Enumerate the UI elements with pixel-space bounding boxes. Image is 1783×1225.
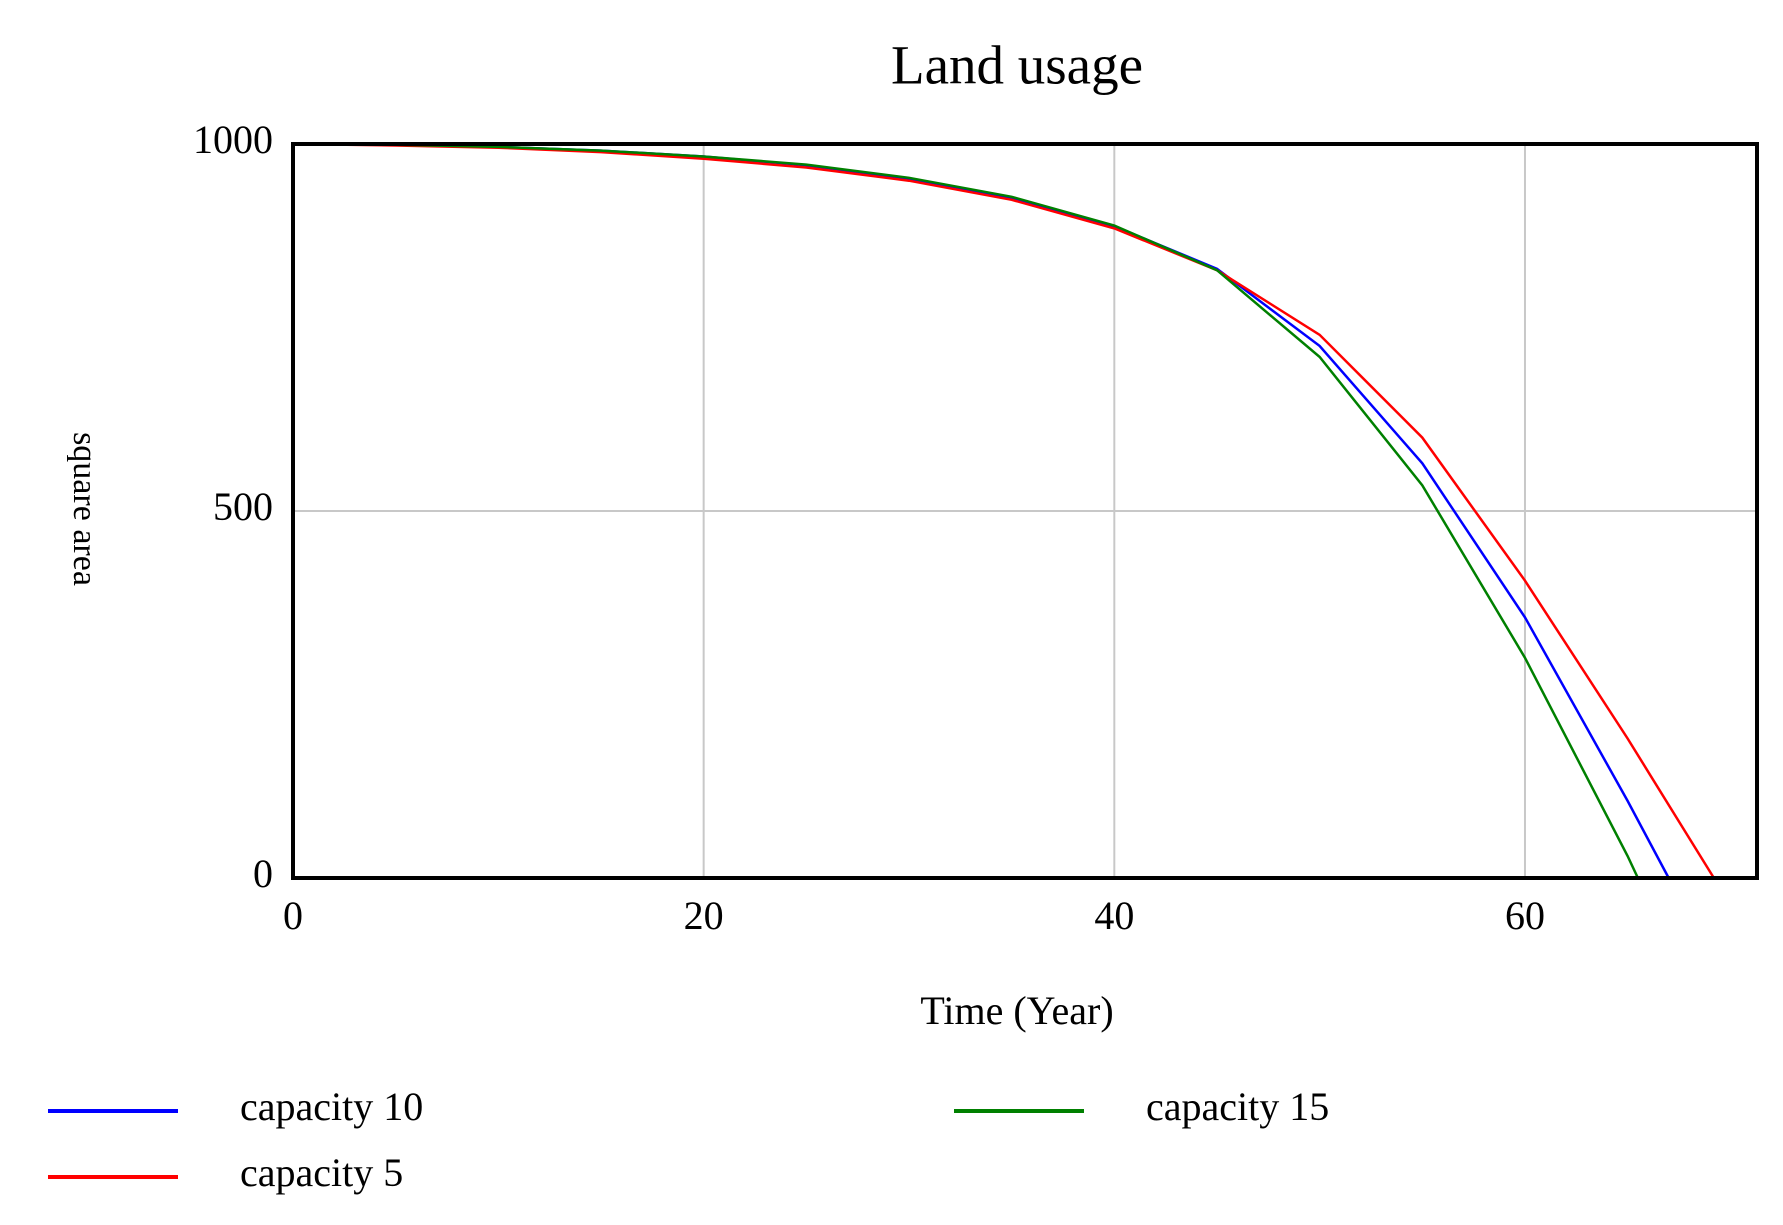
x-tick-label: 0 — [283, 893, 303, 938]
legend-label: capacity 10 — [240, 1084, 423, 1129]
legend-label: capacity 5 — [240, 1150, 403, 1195]
y-tick-label: 500 — [213, 484, 273, 529]
legend-label: capacity 15 — [1146, 1084, 1329, 1129]
series-line — [292, 142, 1640, 879]
y-axis-label: square area — [66, 432, 103, 586]
x-tick-label: 40 — [1094, 893, 1134, 938]
x-tick-label: 60 — [1505, 893, 1545, 938]
chart-title: Land usage — [891, 35, 1143, 96]
y-tick-label: 0 — [253, 851, 273, 896]
y-tick-label: 1000 — [193, 117, 273, 162]
x-axis-label: Time (Year) — [920, 988, 1113, 1033]
plot-frame — [291, 142, 1759, 880]
x-tick-label: 20 — [684, 893, 724, 938]
